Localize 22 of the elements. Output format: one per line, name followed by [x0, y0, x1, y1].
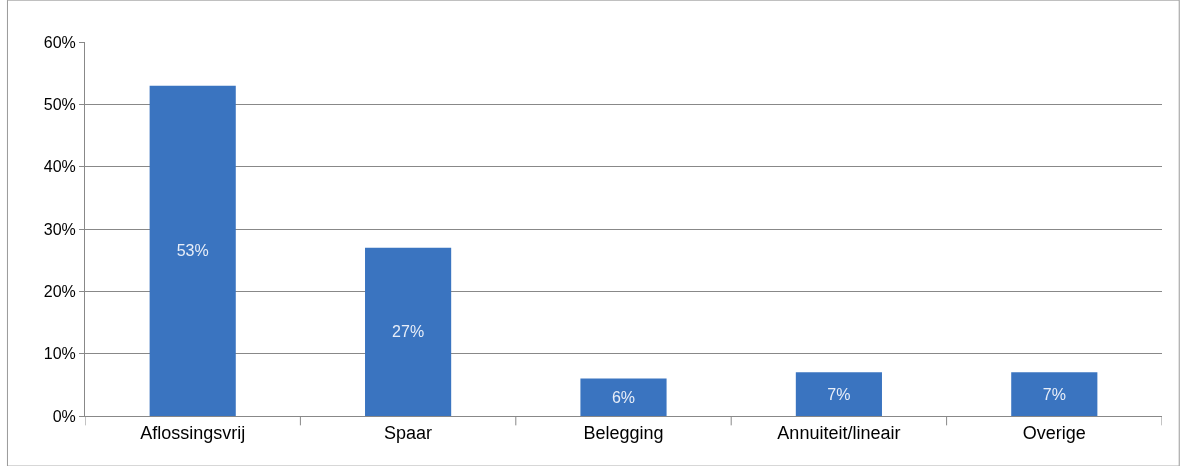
data-label: 27% — [392, 323, 425, 341]
bar — [795, 372, 882, 416]
y-tick-label: 50% — [43, 95, 76, 113]
y-tick-label: 20% — [43, 282, 76, 300]
data-label: 53% — [176, 242, 209, 260]
y-tick-label: 60% — [43, 33, 76, 51]
y-tick-label: 10% — [43, 345, 76, 363]
bar — [365, 247, 452, 416]
bar — [580, 378, 667, 416]
y-tick-label: 30% — [43, 220, 76, 238]
x-tick-label: Aflossingsvrij — [140, 422, 246, 443]
bar — [1011, 372, 1098, 416]
bar — [149, 85, 236, 416]
x-tick-label: Overige — [1022, 422, 1086, 443]
x-tick-label: Annuiteit/lineair — [777, 422, 901, 443]
data-label: 7% — [827, 385, 851, 403]
y-tick-label: 0% — [52, 407, 76, 425]
data-label: 6% — [611, 388, 636, 406]
y-tick-label: 40% — [43, 158, 76, 176]
x-tick-label: Belegging — [583, 422, 664, 443]
x-tick-label: Spaar — [384, 422, 433, 443]
data-label: 7% — [1042, 385, 1066, 403]
